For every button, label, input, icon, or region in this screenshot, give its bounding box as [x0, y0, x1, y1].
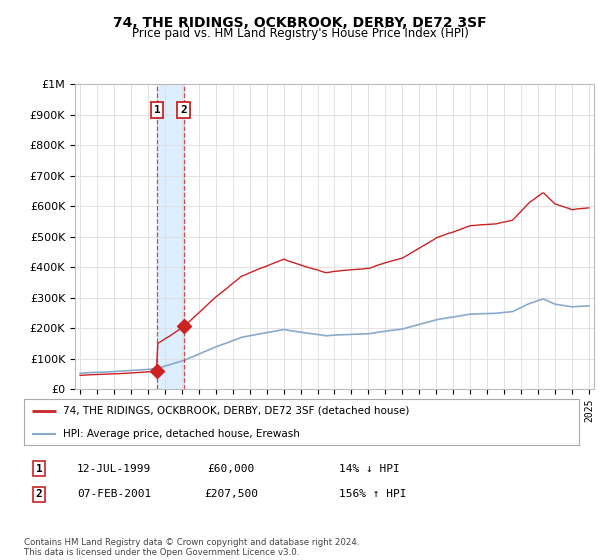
Text: 14% ↓ HPI: 14% ↓ HPI	[339, 464, 400, 474]
Text: 07-FEB-2001: 07-FEB-2001	[77, 489, 151, 500]
Text: 74, THE RIDINGS, OCKBROOK, DERBY, DE72 3SF (detached house): 74, THE RIDINGS, OCKBROOK, DERBY, DE72 3…	[63, 406, 409, 416]
Text: £207,500: £207,500	[204, 489, 258, 500]
Text: Contains HM Land Registry data © Crown copyright and database right 2024.
This d: Contains HM Land Registry data © Crown c…	[24, 538, 359, 557]
Text: 74, THE RIDINGS, OCKBROOK, DERBY, DE72 3SF: 74, THE RIDINGS, OCKBROOK, DERBY, DE72 3…	[113, 16, 487, 30]
Text: 1: 1	[35, 464, 43, 474]
Text: 2: 2	[35, 489, 43, 500]
Text: 1: 1	[154, 105, 160, 115]
Bar	[157, 84, 184, 389]
Text: 2: 2	[180, 105, 187, 115]
Text: HPI: Average price, detached house, Erewash: HPI: Average price, detached house, Erew…	[63, 429, 300, 438]
Text: £60,000: £60,000	[208, 464, 254, 474]
Text: Price paid vs. HM Land Registry's House Price Index (HPI): Price paid vs. HM Land Registry's House …	[131, 27, 469, 40]
Text: 12-JUL-1999: 12-JUL-1999	[77, 464, 151, 474]
Text: 156% ↑ HPI: 156% ↑ HPI	[339, 489, 407, 500]
